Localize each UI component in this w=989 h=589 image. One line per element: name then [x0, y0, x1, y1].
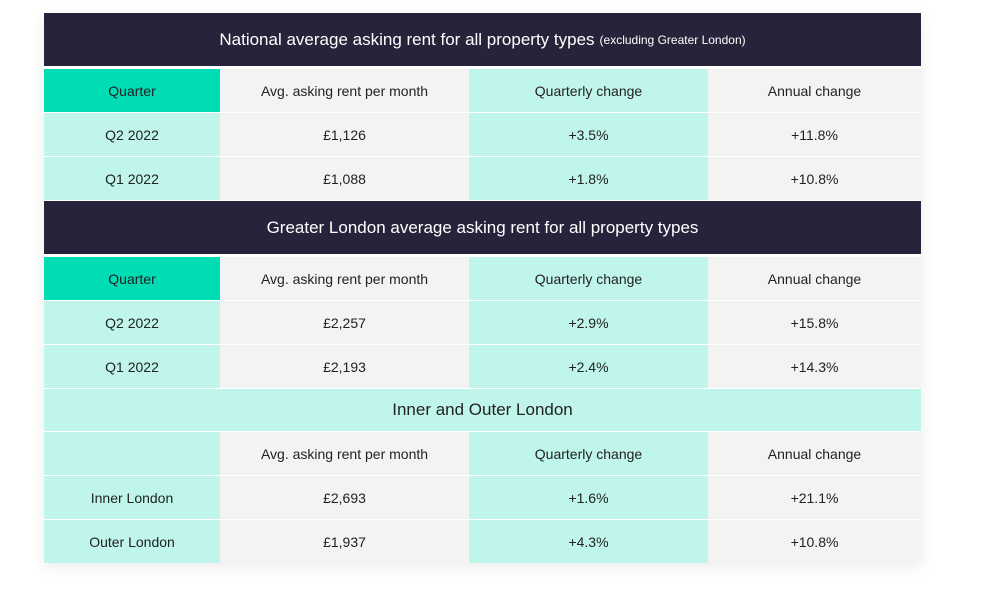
table-cell: £2,257: [220, 301, 469, 344]
table-cell: +14.3%: [708, 345, 921, 388]
table-cell: Outer London: [44, 520, 220, 563]
column-header: Quarterly change: [469, 432, 708, 475]
table-row: Q2 2022 £2,257 +2.9% +15.8%: [44, 301, 921, 345]
section-subtitle: Inner and Outer London: [44, 389, 921, 432]
table-cell: Q2 2022: [44, 113, 220, 156]
table-cell: +15.8%: [708, 301, 921, 344]
table-cell: +4.3%: [469, 520, 708, 563]
table-cell: +3.5%: [469, 113, 708, 156]
table-cell: Q1 2022: [44, 157, 220, 200]
section-title-note: (excluding Greater London): [599, 32, 746, 47]
table-cell: Q1 2022: [44, 345, 220, 388]
column-header: Annual change: [708, 69, 921, 112]
header-row: Avg. asking rent per month Quarterly chan…: [44, 432, 921, 476]
column-header: Quarterly change: [469, 69, 708, 112]
table-cell: +10.8%: [708, 157, 921, 200]
table-cell: £2,193: [220, 345, 469, 388]
column-header: Annual change: [708, 432, 921, 475]
column-header: Avg. asking rent per month: [220, 257, 469, 300]
table-cell: £1,937: [220, 520, 469, 563]
table-cell: £2,693: [220, 476, 469, 519]
table-cell: +11.8%: [708, 113, 921, 156]
column-header: Quarter: [44, 69, 220, 112]
table-cell: +2.4%: [469, 345, 708, 388]
column-header: Avg. asking rent per month: [220, 432, 469, 475]
table-cell: Inner London: [44, 476, 220, 519]
table-cell: +10.8%: [708, 520, 921, 563]
rent-table: National average asking rent for all pro…: [44, 13, 921, 563]
section-title-text: Greater London average asking rent for a…: [266, 217, 699, 237]
table-cell: £1,088: [220, 157, 469, 200]
section-title: Greater London average asking rent for a…: [44, 201, 921, 254]
column-header: Quarter: [44, 257, 220, 300]
table-cell: +2.9%: [469, 301, 708, 344]
column-header: Annual change: [708, 257, 921, 300]
section-title: National average asking rent for all pro…: [44, 13, 921, 66]
table-cell: Q2 2022: [44, 301, 220, 344]
table-cell: £1,126: [220, 113, 469, 156]
column-header: Avg. asking rent per month: [220, 69, 469, 112]
table-row: Q1 2022 £1,088 +1.8% +10.8%: [44, 157, 921, 201]
header-row: Quarter Avg. asking rent per month Quarter…: [44, 69, 921, 113]
table-row: Outer London £1,937 +4.3% +10.8%: [44, 520, 921, 563]
table-cell: +21.1%: [708, 476, 921, 519]
table-row: Q1 2022 £2,193 +2.4% +14.3%: [44, 345, 921, 389]
table-row: Inner London £2,693 +1.6% +21.1%: [44, 476, 921, 520]
table-cell: +1.8%: [469, 157, 708, 200]
column-header: Quarterly change: [469, 257, 708, 300]
column-header: [44, 432, 220, 475]
header-row: Quarter Avg. asking rent per month Quarter…: [44, 257, 921, 301]
table-row: Q2 2022 £1,126 +3.5% +11.8%: [44, 113, 921, 157]
section-title-text: National average asking rent for all pro…: [219, 29, 595, 49]
table-cell: +1.6%: [469, 476, 708, 519]
